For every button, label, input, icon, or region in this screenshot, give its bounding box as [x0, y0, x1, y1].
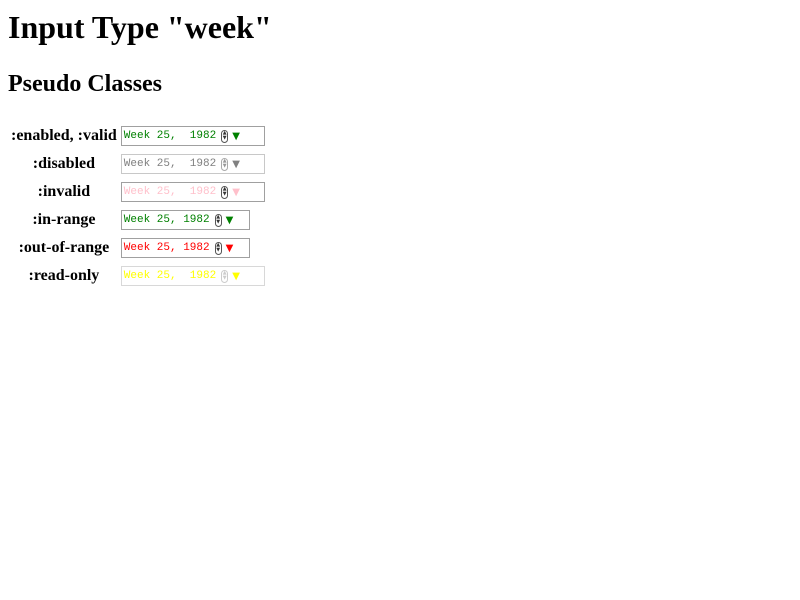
row-label-read-only: :read-only — [28, 267, 100, 284]
week-input-out-of-range[interactable]: Week 25, 1982 ▲ ▼ ▼ — [120, 238, 250, 258]
pseudo-class-table: :enabled, :valid Week 25, 1982 ▲ ▼ ▼ :dis… — [8, 121, 268, 291]
table-row: :read-only Week 25, 1982 ▲ ▼ ▼ — [10, 263, 266, 289]
table-row: :invalid Week 25, 1982 ▲ ▼ ▼ — [10, 179, 266, 205]
week-value: Week 25, 1982 — [123, 214, 210, 226]
input-cell: Week 25, 1982 ▲ ▼ ▼ — [120, 151, 266, 177]
table-row: :disabled Week 25, 1982 ▲ ▼ ▼ — [10, 151, 266, 177]
dropdown-arrow-icon: ▼ — [232, 158, 240, 170]
spinner-icon: ▲ ▼ — [221, 269, 229, 283]
row-label-invalid: :invalid — [37, 183, 91, 200]
week-input-disabled: Week 25, 1982 ▲ ▼ ▼ — [120, 154, 265, 174]
dropdown-arrow-icon[interactable]: ▼ — [232, 186, 240, 198]
page-title: Input Type "week" — [8, 9, 272, 45]
input-cell: Week 25, 1982 ▲ ▼ ▼ — [120, 179, 266, 205]
table-row: :out-of-range Week 25, 1982 ▲ ▼ ▼ — [10, 235, 266, 261]
table-row: :enabled, :valid Week 25, 1982 ▲ ▼ ▼ — [10, 123, 266, 149]
row-label-out-of-range: :out-of-range — [18, 239, 110, 256]
input-cell: Week 25, 1982 ▲ ▼ ▼ — [120, 235, 266, 261]
dropdown-arrow-icon[interactable]: ▼ — [225, 242, 234, 254]
week-input-read-only[interactable]: Week 25, 1982 ▲ ▼ ▼ — [120, 266, 265, 286]
row-label-enabled-valid: :enabled, :valid — [11, 127, 117, 144]
week-value: Week 25, 1982 — [123, 130, 217, 142]
dropdown-arrow-icon[interactable]: ▼ — [232, 130, 240, 142]
row-label-in-range: :in-range — [32, 211, 96, 228]
week-value: Week 25, 1982 — [123, 158, 217, 170]
table-row: :in-range Week 25, 1982 ▲ ▼ ▼ — [10, 207, 266, 233]
week-input-in-range[interactable]: Week 25, 1982 ▲ ▼ ▼ — [120, 210, 250, 230]
spinner-icon[interactable]: ▲ ▼ — [221, 129, 229, 143]
input-cell: Week 25, 1982 ▲ ▼ ▼ — [120, 263, 266, 289]
week-input-invalid[interactable]: Week 25, 1982 ▲ ▼ ▼ — [120, 182, 265, 202]
spinner-icon[interactable]: ▲ ▼ — [214, 241, 222, 255]
spinner-icon[interactable]: ▲ ▼ — [214, 213, 222, 227]
spinner-icon[interactable]: ▲ ▼ — [221, 185, 229, 199]
week-value: Week 25, 1982 — [123, 186, 217, 198]
input-cell: Week 25, 1982 ▲ ▼ ▼ — [120, 123, 266, 149]
dropdown-arrow-icon[interactable]: ▼ — [225, 214, 234, 226]
week-input-enabled[interactable]: Week 25, 1982 ▲ ▼ ▼ — [120, 126, 265, 146]
section-heading: Pseudo Classes — [8, 71, 163, 97]
dropdown-arrow-icon: ▼ — [232, 270, 240, 282]
input-cell: Week 25, 1982 ▲ ▼ ▼ — [120, 207, 266, 233]
week-value: Week 25, 1982 — [123, 242, 210, 254]
row-label-disabled: :disabled — [32, 155, 96, 172]
week-value: Week 25, 1982 — [123, 270, 217, 282]
spinner-icon: ▲ ▼ — [221, 157, 229, 171]
